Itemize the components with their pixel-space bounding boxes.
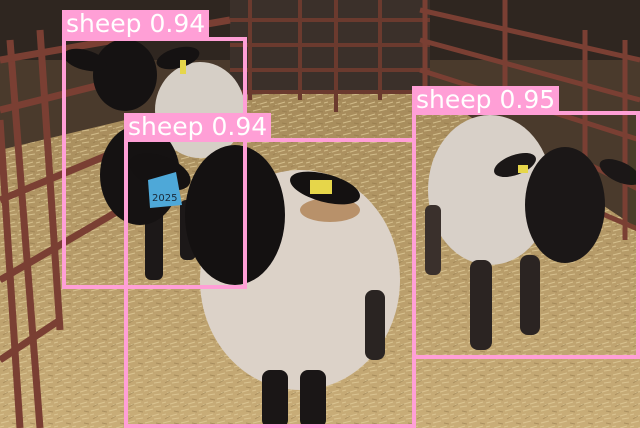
confidence-score: 0.94: [211, 112, 268, 141]
detection-label-sheep-3: sheep 0.95: [412, 85, 560, 115]
sheep-front: 2025: [129, 145, 400, 428]
sheep-right: [425, 115, 640, 350]
detection-label-sheep-2: sheep 0.94: [124, 112, 272, 142]
back-gate: [230, 0, 430, 112]
ear-tag: 2025: [148, 172, 182, 208]
ear-tag-number: 2025: [152, 193, 177, 204]
detection-label-sheep-1: sheep 0.94: [62, 9, 210, 39]
confidence-score: 0.94: [149, 9, 206, 38]
class-name: sheep: [128, 112, 204, 141]
class-name: sheep: [416, 85, 492, 114]
class-name: sheep: [66, 9, 142, 38]
confidence-score: 0.95: [499, 85, 556, 114]
